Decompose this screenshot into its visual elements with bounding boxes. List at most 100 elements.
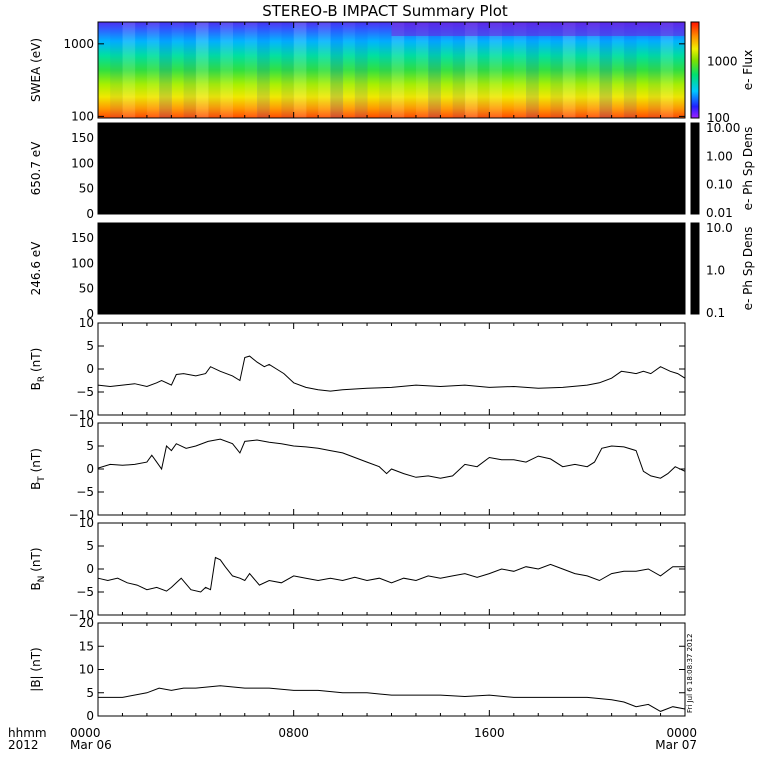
ylabel-unit: (nT) [29, 448, 43, 476]
swea-spectrogram-column [587, 22, 600, 118]
ytick-label: 10 [79, 416, 94, 430]
ylabel-main: B [29, 482, 43, 490]
swea-spectrogram-column [379, 22, 392, 118]
colorbar-tick-label: 0.10 [706, 178, 733, 192]
chart-title: STEREO-B IMPACT Summary Plot [262, 2, 508, 20]
swea-spectrogram-column [575, 22, 588, 118]
ytick-label: 0 [86, 362, 94, 376]
spectrogram-fill-2 [98, 223, 685, 314]
ylabel-unit: (nT) [29, 348, 43, 376]
colorbar-tick-label: 1.00 [706, 149, 733, 163]
xtick-label-time: 0000 [666, 726, 697, 740]
ylabel-5: BN (nT) [29, 547, 47, 590]
ytick-label: 5 [86, 439, 94, 453]
swea-spectrogram-column [660, 22, 674, 118]
ytick-label: 150 [71, 131, 94, 145]
ytick-label: 5 [86, 539, 94, 553]
panel-frame-3 [97, 322, 686, 416]
ytick-label: 100 [71, 256, 94, 270]
swea-spectrogram-column [623, 22, 637, 118]
ytick-label: −10 [69, 408, 94, 422]
swea-spectrogram-column [244, 22, 258, 118]
ylabel-1: 650.7 eV [29, 141, 43, 196]
xtick-label-date: Mar 07 [655, 738, 697, 752]
ytick-label: 50 [79, 282, 94, 296]
ytick-label: 150 [71, 231, 94, 245]
xtick-label-time: 1600 [474, 726, 505, 740]
ytick-label: 0 [86, 207, 94, 221]
colorbar-label-0: e- Flux [741, 50, 755, 90]
ytick-label: −5 [76, 385, 94, 399]
swea-spectrogram-column [293, 22, 307, 118]
ylabel-0: SWEA (eV) [29, 38, 43, 102]
xtick-label-date: Mar 06 [70, 738, 112, 752]
swea-spectrogram-column [159, 22, 172, 118]
ytick-label: 10 [79, 316, 94, 330]
ylabel-sub: T [37, 476, 47, 483]
series-line-5 [97, 556, 685, 593]
colorbar-2 [690, 222, 700, 315]
ylabel-main: B [29, 582, 43, 590]
swea-spectrogram [98, 22, 686, 118]
swea-spectrogram-column [464, 22, 478, 118]
ytick-label: 10 [79, 516, 94, 530]
ytick-label: 50 [79, 182, 94, 196]
swea-spectrogram-column [489, 22, 503, 118]
swea-spectrogram-column [220, 22, 234, 118]
swea-spectrogram-column [122, 22, 136, 118]
colorbar-tick-label: 0.01 [706, 206, 733, 220]
swea-spectrogram-column [269, 22, 282, 118]
ylabel-sub: N [37, 576, 47, 583]
ytick-label: 0 [86, 709, 94, 723]
xtick-label-time: 0000 [70, 726, 101, 740]
series-line-3 [97, 355, 686, 392]
ytick-label: 10 [79, 663, 94, 677]
swea-spectrogram-column [171, 22, 184, 118]
ytick-label: −5 [76, 485, 94, 499]
ylabel-6: |B| (nT) [29, 647, 43, 691]
ytick-label: 100 [71, 109, 94, 123]
swea-spectrogram-column [477, 22, 490, 118]
swea-spectrogram-column [318, 22, 331, 118]
ytick-label: 100 [71, 156, 94, 170]
colorbar-tick-label: 10.0 [706, 221, 733, 235]
timestamp-stamp: Fri Jul 6 18:08:37 2012 [686, 634, 694, 713]
xtick-label-time: 0800 [278, 726, 309, 740]
swea-spectrogram-column [281, 22, 295, 118]
colorbar-0 [690, 21, 700, 119]
xaxis-row-label-year: 2012 [8, 738, 39, 752]
swea-spectrogram-column [440, 22, 453, 118]
swea-spectrogram-column [648, 22, 662, 118]
colorbar-tick-label: 1.0 [706, 264, 725, 278]
swea-spectrogram-column [354, 22, 368, 118]
swea-spectrogram-column [611, 22, 625, 118]
swea-spectrogram-column [562, 22, 576, 118]
series-line-4 [97, 438, 686, 479]
colorbar-tick-label: 0.1 [706, 306, 725, 320]
ytick-label: 5 [86, 339, 94, 353]
ytick-label: 0 [86, 562, 94, 576]
swea-spectrogram-high-energy-band [391, 22, 685, 36]
swea-spectrogram-column [673, 22, 686, 118]
ylabel-2: 246.6 eV [29, 241, 43, 296]
ylabel-4: BT (nT) [29, 448, 47, 490]
swea-spectrogram-column [256, 22, 270, 118]
swea-spectrogram-column [183, 22, 197, 118]
swea-spectrogram-column [404, 22, 417, 118]
swea-spectrogram-column [110, 22, 123, 118]
ytick-label: −5 [76, 585, 94, 599]
swea-spectrogram-column [306, 22, 319, 118]
spectrogram-fill-1 [98, 123, 685, 214]
swea-spectrogram-column [550, 22, 564, 118]
swea-spectrogram-column [428, 22, 441, 118]
ylabel-unit: (nT) [29, 547, 43, 575]
swea-spectrogram-column [391, 22, 405, 118]
colorbar-tick-label: 100 [707, 111, 730, 125]
ytick-label: 0 [86, 462, 94, 476]
panel-frame-6 [97, 622, 686, 717]
swea-spectrogram-column [526, 22, 539, 118]
colorbar-tick-label: 1000 [707, 54, 738, 68]
ylabel-sub: R [37, 376, 47, 382]
ylabel-main: B [29, 382, 43, 390]
